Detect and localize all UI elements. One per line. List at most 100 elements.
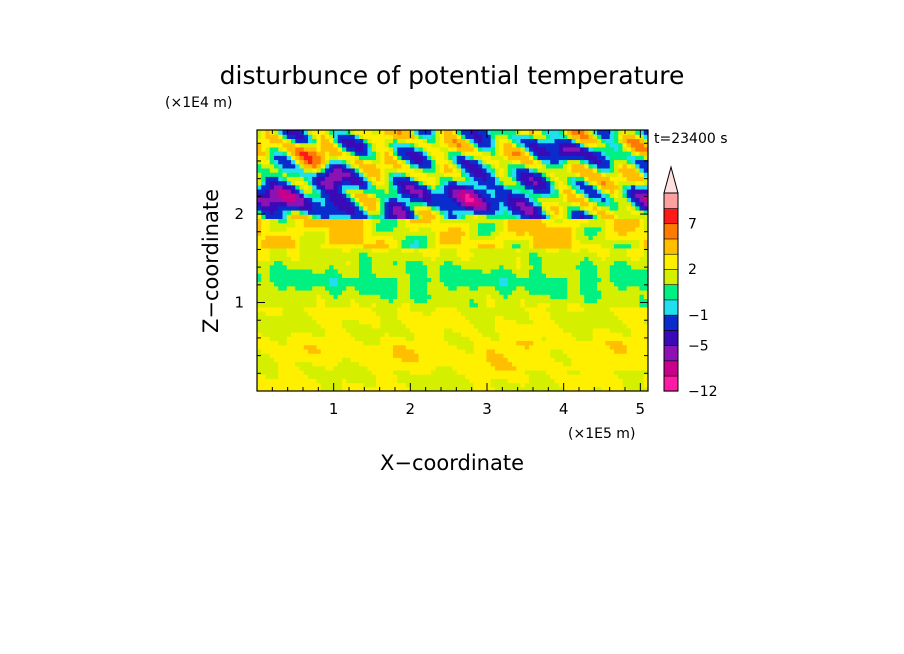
field-cell	[592, 378, 598, 384]
field-cell	[541, 281, 547, 287]
field-cell	[278, 273, 284, 278]
field-cell	[269, 155, 275, 161]
field-cell	[435, 138, 441, 144]
field-cell	[469, 323, 475, 329]
field-cell	[418, 134, 424, 140]
field-cell	[384, 348, 390, 354]
field-cell	[486, 374, 492, 379]
field-cell	[461, 172, 466, 177]
field-cell	[401, 353, 407, 358]
field-cell	[588, 264, 594, 270]
field-cell	[367, 315, 373, 321]
field-cell	[261, 222, 267, 228]
field-cell	[329, 197, 335, 203]
field-cell	[329, 378, 335, 384]
field-cell	[592, 205, 598, 211]
field-cell	[550, 378, 556, 384]
field-cell	[376, 239, 381, 245]
field-cell	[465, 256, 471, 262]
field-cell	[580, 146, 585, 152]
field-cell	[520, 184, 526, 190]
field-cell	[473, 268, 479, 274]
field-cell	[469, 201, 475, 207]
field-cell	[567, 315, 573, 321]
field-cell	[558, 197, 564, 203]
field-cell	[588, 155, 594, 161]
field-cell	[469, 264, 475, 270]
field-cell	[401, 138, 407, 144]
field-cell	[291, 386, 296, 391]
field-cell	[303, 365, 309, 371]
field-cell	[444, 252, 449, 257]
field-cell	[397, 193, 403, 198]
field-cell	[439, 222, 445, 228]
field-cell	[320, 374, 326, 379]
field-cell	[588, 315, 594, 321]
field-cell	[490, 277, 496, 283]
field-cell	[427, 327, 432, 333]
field-cell	[401, 142, 407, 148]
field-cell	[516, 315, 522, 321]
field-cell	[537, 172, 543, 177]
field-cell	[422, 218, 428, 224]
field-cell	[427, 281, 432, 287]
field-cell	[427, 134, 432, 140]
field-cell	[299, 256, 305, 262]
field-cell	[354, 374, 360, 379]
field-cell	[286, 357, 292, 363]
field-cell	[456, 332, 462, 337]
field-cell	[533, 176, 539, 182]
field-cell	[524, 222, 530, 228]
field-cell	[482, 294, 488, 299]
field-cell	[384, 344, 390, 350]
field-cell	[274, 184, 279, 190]
field-cell	[282, 332, 288, 337]
field-cell	[414, 260, 420, 266]
field-cell	[550, 146, 556, 152]
field-cell	[354, 277, 360, 283]
field-cell	[495, 302, 500, 308]
field-cell	[295, 332, 301, 337]
field-cell	[354, 357, 360, 363]
field-cell	[418, 163, 424, 169]
field-cell	[580, 201, 585, 207]
field-cell	[490, 218, 496, 224]
field-cell	[397, 142, 403, 148]
field-cell	[418, 382, 424, 388]
field-cell	[410, 163, 415, 169]
field-cell	[274, 193, 279, 198]
field-cell	[592, 365, 598, 371]
field-cell	[291, 222, 296, 228]
field-cell	[456, 201, 462, 207]
field-cell	[567, 151, 573, 156]
field-cell	[435, 344, 441, 350]
field-cell	[333, 134, 339, 140]
field-cell	[452, 268, 458, 274]
field-cell	[448, 332, 454, 337]
field-cell	[295, 247, 301, 253]
field-cell	[342, 294, 347, 299]
field-cell	[533, 353, 539, 358]
field-cell	[571, 369, 577, 375]
field-cell	[325, 209, 330, 215]
field-cell	[380, 378, 386, 384]
field-cell	[516, 252, 522, 257]
field-cell	[571, 231, 577, 236]
field-cell	[558, 294, 564, 299]
field-cell	[422, 277, 428, 283]
field-cell	[452, 264, 458, 270]
field-cell	[397, 289, 403, 295]
field-cell	[461, 243, 466, 249]
field-cell	[567, 205, 573, 211]
field-cell	[592, 323, 598, 329]
field-cell	[312, 142, 318, 148]
field-cell	[282, 273, 288, 278]
field-cell	[448, 252, 454, 257]
field-cell	[465, 382, 471, 388]
field-cell	[554, 348, 560, 354]
field-cell	[452, 285, 458, 291]
field-cell	[533, 142, 539, 148]
field-cell	[286, 159, 292, 165]
field-cell	[371, 151, 377, 156]
field-cell	[282, 252, 288, 257]
